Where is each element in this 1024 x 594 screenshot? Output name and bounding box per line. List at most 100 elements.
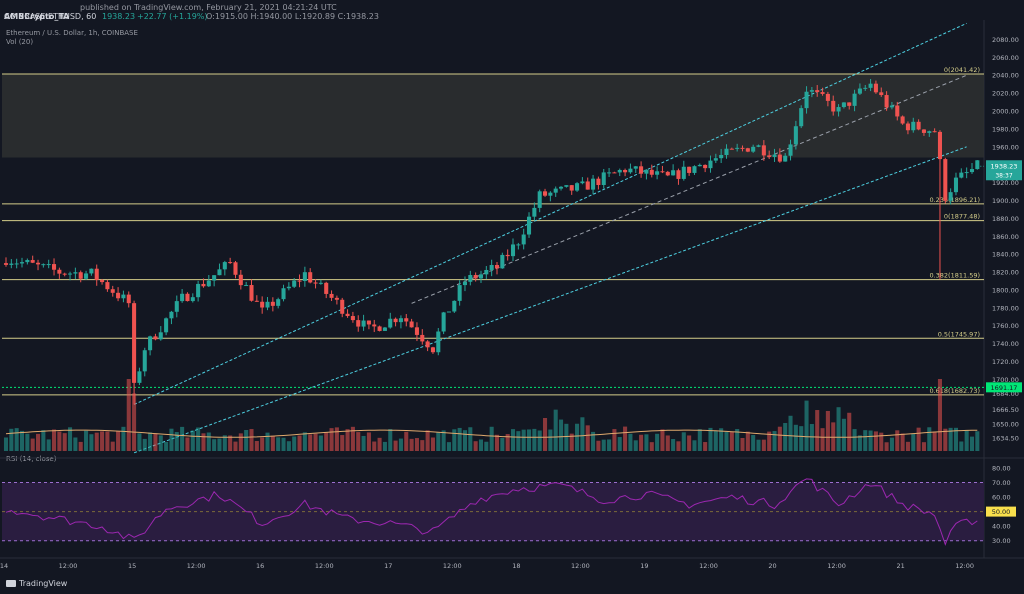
candle-body	[884, 95, 889, 108]
volume-bar	[446, 442, 451, 451]
candle-body	[580, 181, 585, 184]
candle-body	[825, 93, 830, 101]
tradingview-brand[interactable]: TradingView	[6, 579, 67, 588]
volume-bar	[975, 431, 980, 451]
volume-bar	[398, 438, 403, 451]
candle-body	[692, 166, 697, 173]
volume-bar	[772, 431, 777, 451]
volume-bar	[927, 427, 932, 451]
candle-body	[228, 262, 233, 264]
candle-body	[820, 92, 825, 94]
candle-body	[238, 274, 243, 286]
candle-body	[137, 371, 142, 383]
candle-body	[30, 260, 35, 263]
candle-body	[553, 188, 558, 193]
volume-bar	[569, 433, 574, 451]
time-axis-tick-label: 12:00	[827, 562, 846, 570]
price-axis-tick-label: 1840.00	[992, 251, 1019, 259]
last-price-badge	[986, 160, 1022, 181]
candle-body	[302, 272, 307, 282]
price-axis-tick-label: 1700.00	[992, 376, 1019, 384]
candle-body	[222, 262, 227, 270]
green-level-badge	[986, 382, 1022, 393]
candle-body	[948, 192, 953, 201]
volume-bar	[473, 441, 478, 451]
candle-body	[468, 274, 473, 282]
volume-bar	[953, 427, 959, 451]
candle-body	[100, 280, 105, 283]
fib-level-label: 0.236(1896.21)	[929, 196, 980, 204]
candle-body	[788, 144, 793, 156]
candle-body	[889, 105, 894, 108]
candle-body	[201, 283, 206, 287]
volume-bar	[873, 431, 878, 451]
candle-body	[841, 102, 846, 108]
candle-body	[142, 350, 147, 372]
candle-body	[249, 285, 254, 301]
time-axis-tick-label: 14	[0, 562, 8, 570]
price-axis-tick-label: 1650.00	[992, 421, 1019, 429]
last-price-label: 1938.23	[991, 162, 1018, 170]
volume-bar	[516, 431, 521, 451]
volume-bar	[100, 431, 105, 451]
rsi-line	[5, 478, 978, 546]
candle-body	[633, 166, 638, 169]
volume-bar	[94, 432, 99, 451]
volume-bar	[937, 379, 942, 451]
time-axis-tick-label: 19	[640, 562, 648, 570]
fib-level-label: 0.618(1682.73)	[929, 387, 980, 395]
publisher-name: AMBCrypto_TA	[4, 12, 70, 21]
volume-bar	[126, 379, 131, 451]
volume-bar	[617, 437, 622, 451]
candle-body	[671, 170, 676, 176]
volume-bar	[478, 439, 484, 451]
price-axis-tick-label: 1920.00	[992, 179, 1019, 187]
volume-bar	[633, 440, 638, 451]
volume-bar	[756, 439, 761, 451]
volume-bar	[943, 428, 948, 451]
volume-bar	[500, 437, 505, 451]
candle-body	[649, 169, 654, 175]
candle-body	[366, 320, 371, 325]
candle-body	[174, 301, 179, 312]
candle-body	[510, 244, 516, 257]
candle-body	[462, 281, 468, 286]
volume-bar	[948, 427, 953, 451]
volume-bar	[334, 427, 339, 451]
candle-body	[895, 105, 900, 117]
price-axis-tick-label: 1740.00	[992, 340, 1019, 348]
time-axis-tick-label: 12:00	[699, 562, 718, 570]
time-axis-tick-label: 12:00	[59, 562, 78, 570]
candle-body	[564, 185, 569, 187]
candle-body	[767, 155, 772, 157]
time-axis-tick-label: 12:00	[187, 562, 206, 570]
price-axis-tick-label: 2060.00	[992, 54, 1019, 62]
volume-bar	[84, 430, 89, 451]
volume-bar	[777, 426, 782, 451]
candle-body	[494, 264, 500, 269]
volume-bar	[35, 433, 41, 451]
candle-body	[585, 181, 590, 190]
price-axis-tick-label: 1780.00	[992, 304, 1019, 312]
volume-bar	[788, 415, 793, 451]
candle-body	[831, 100, 836, 112]
volume-bar	[345, 429, 350, 451]
volume-bar	[308, 434, 313, 451]
price-axis-tick-label: 2040.00	[992, 72, 1019, 80]
candle-body	[270, 301, 275, 306]
candle-body	[543, 191, 548, 196]
candle-body	[414, 327, 419, 335]
volume-bar	[713, 430, 718, 451]
time-axis-tick-label: 18	[512, 562, 520, 570]
volume-bar	[137, 433, 142, 451]
volume-bar	[596, 440, 601, 451]
candle-body	[489, 264, 494, 270]
fib-level-label: 0(1877.48)	[944, 213, 980, 221]
volume-bar	[393, 440, 398, 451]
volume-bar	[494, 434, 500, 451]
price-axis-tick-label: 1980.00	[992, 125, 1019, 133]
candle-body	[292, 280, 297, 287]
candle-body	[116, 292, 121, 299]
candle-body	[623, 169, 628, 173]
